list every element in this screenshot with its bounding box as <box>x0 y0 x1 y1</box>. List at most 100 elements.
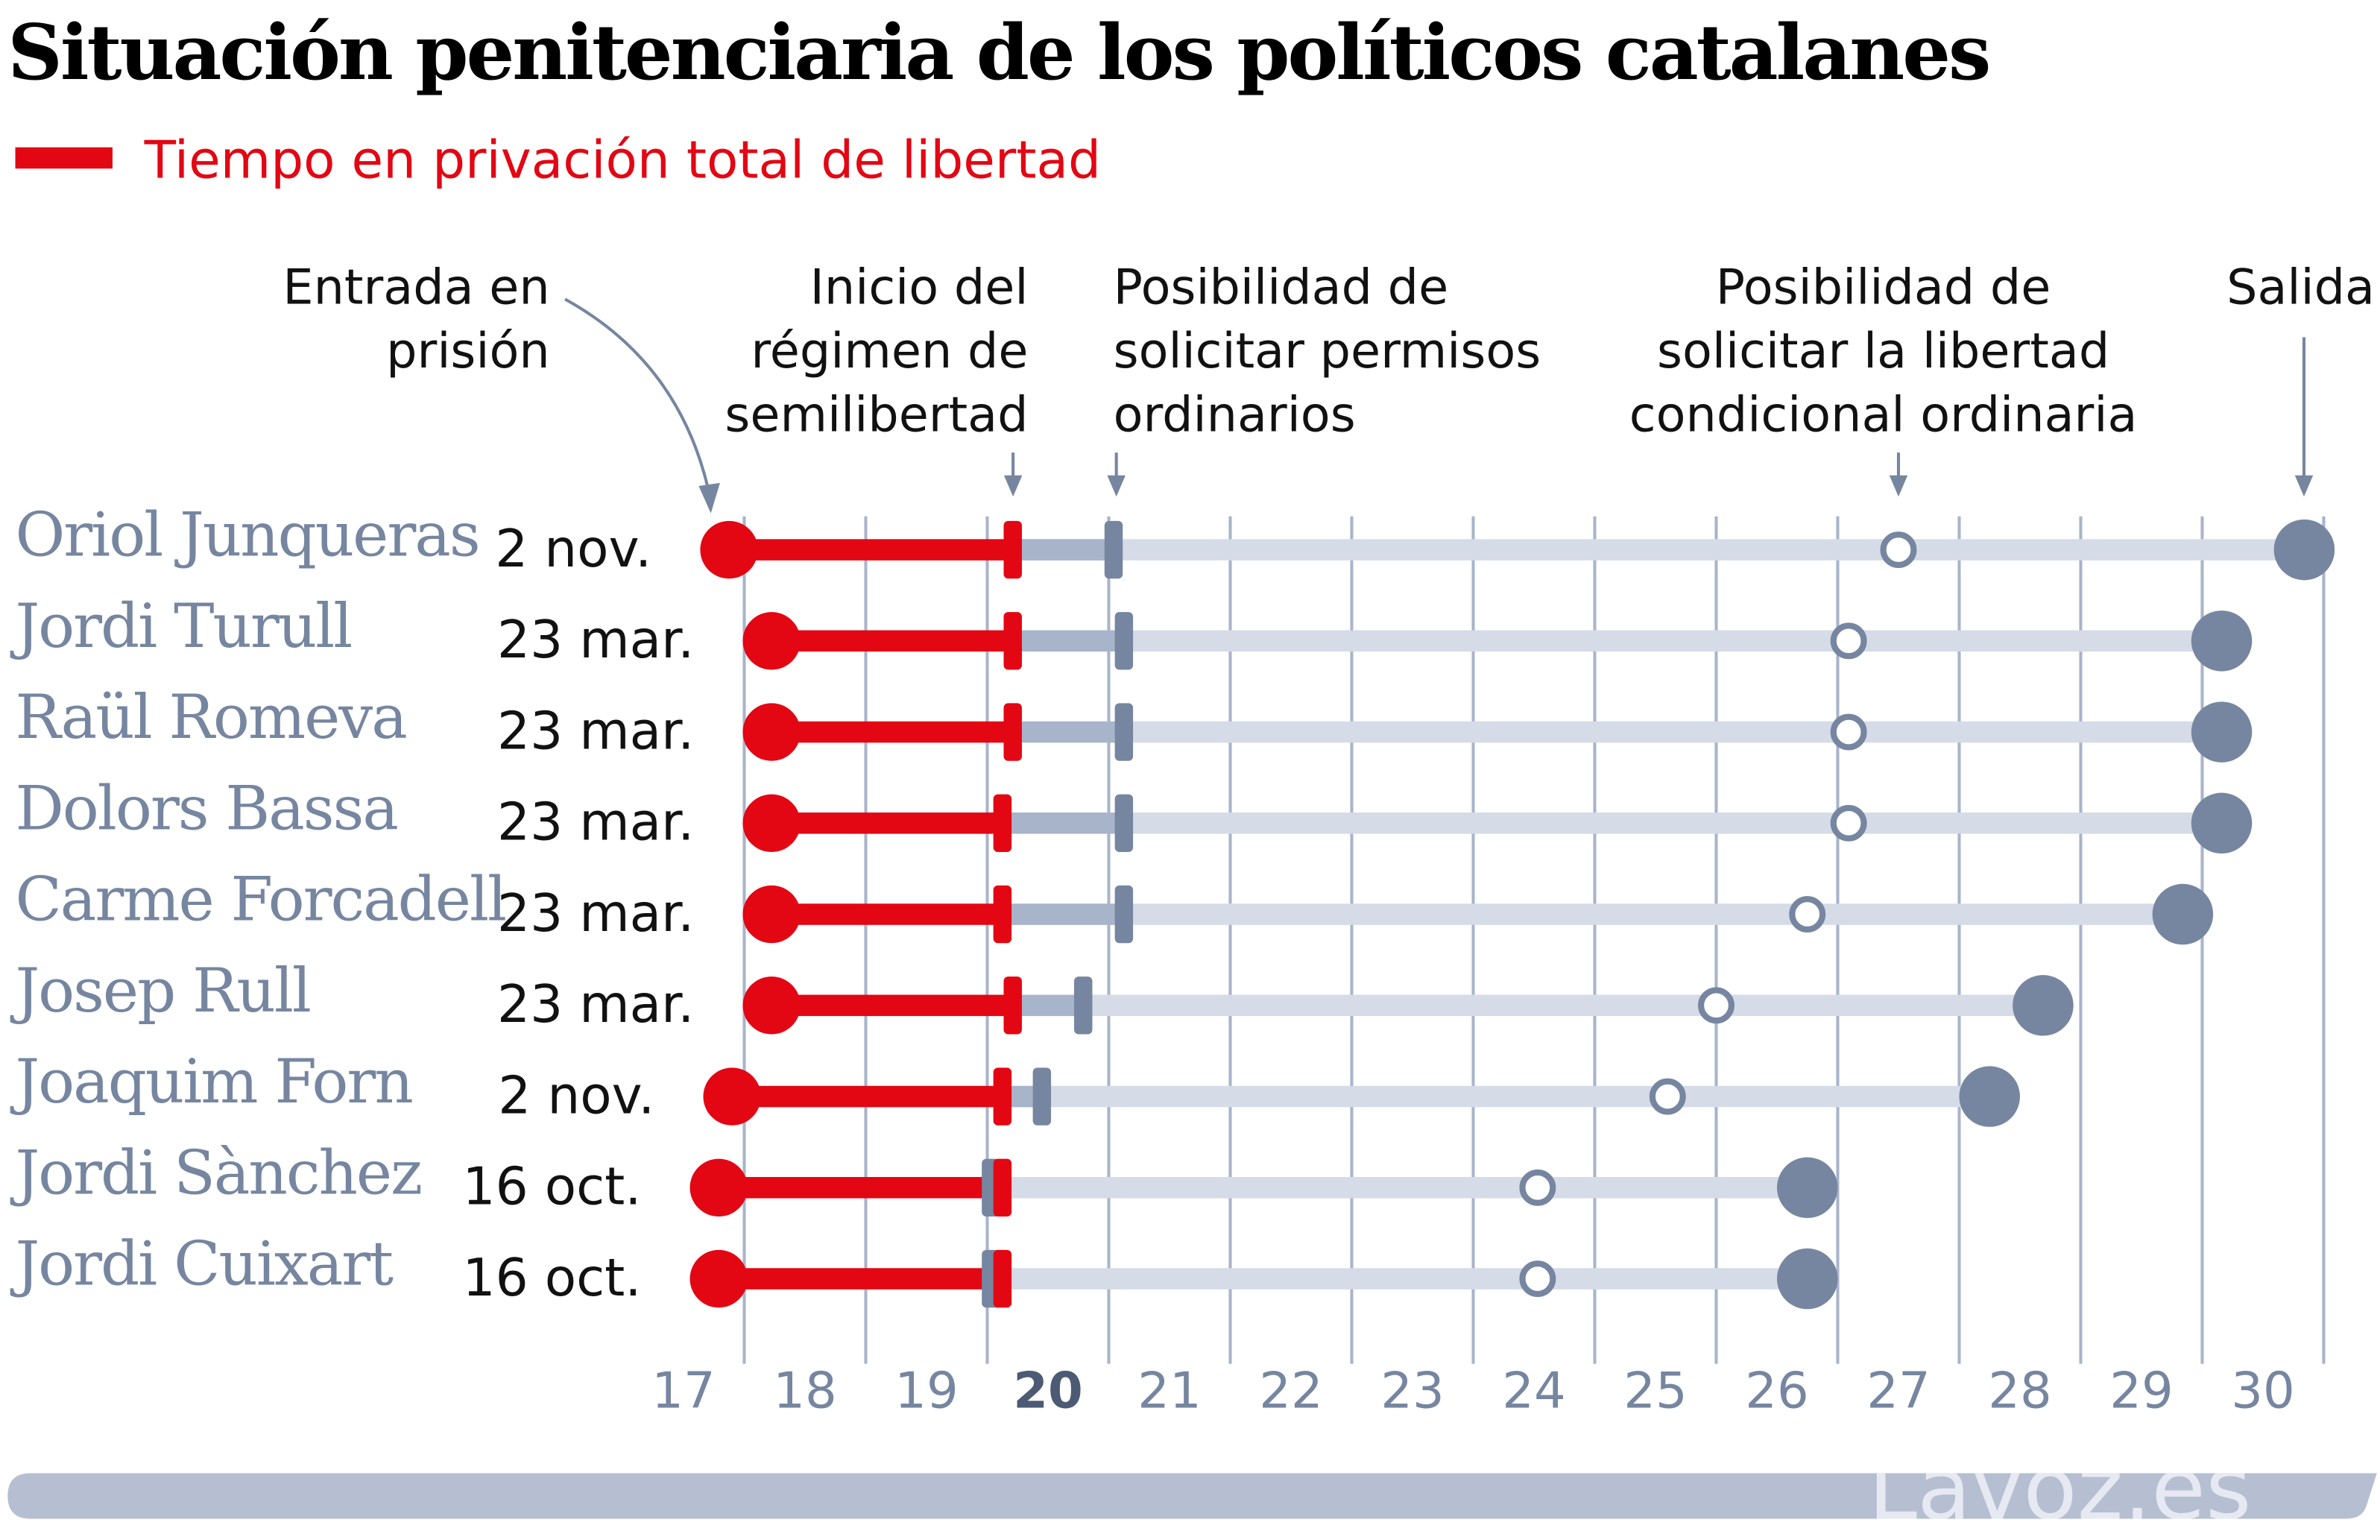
annotation-line: Entrada en <box>282 259 549 315</box>
semilibertad-marker <box>1003 520 1022 579</box>
semilibertad-bar <box>1012 994 1084 1017</box>
tick-label: 24 <box>1502 1362 1566 1420</box>
condicional-marker <box>1519 1169 1556 1206</box>
salida-dot <box>1959 1066 2020 1127</box>
semilibertad-marker <box>993 1158 1012 1217</box>
gridlines <box>742 516 2326 1364</box>
row-date: 23 mar. <box>497 884 694 944</box>
semilibertad-marker <box>993 794 1012 853</box>
tick-label: 22 <box>1259 1362 1323 1420</box>
row-josep-rull: Josep Rull 23 mar. <box>10 956 2074 1036</box>
entrada-dot <box>689 1158 748 1217</box>
annotation-semilibertad: Inicio del régimen de semilibertad <box>725 259 1029 497</box>
salida-dot <box>2013 975 2074 1036</box>
semilibertad-marker <box>1003 612 1022 670</box>
annotation-line: solicitar la libertad <box>1657 323 2109 379</box>
condicional-marker <box>1519 1260 1556 1298</box>
condicional-marker <box>1789 896 1826 933</box>
row-name: Josep Rull <box>10 956 310 1026</box>
row-name: Dolors Bassa <box>16 773 398 844</box>
track-bar <box>1002 1085 1990 1108</box>
track-bar <box>1002 903 2183 925</box>
semilibertad-marker <box>993 1249 1012 1308</box>
annotation-line: prisión <box>386 323 550 379</box>
track-bar <box>1012 994 2043 1017</box>
semilibertad-bar <box>1012 630 1124 652</box>
annotation-line: Posibilidad de <box>1716 259 2051 315</box>
salida-dot <box>2273 519 2335 581</box>
row-name: Jordi Sànchez <box>10 1137 421 1208</box>
salida-dot <box>1776 1248 1838 1310</box>
row-date: 23 mar. <box>497 793 694 853</box>
prison-bar <box>771 812 1003 834</box>
annotation-line: régimen de <box>751 323 1028 379</box>
entrada-dot <box>742 612 801 670</box>
tick-label: 25 <box>1623 1362 1688 1420</box>
row-jordi-turull: Jordi Turull 23 mar. <box>10 591 2253 672</box>
condicional-marker <box>1830 713 1867 751</box>
row-date: 2 nov. <box>498 1066 654 1126</box>
row-jordi-cuixart: Jordi Cuixart 16 oct. <box>10 1229 1838 1310</box>
row-name: Raül Romeva <box>16 682 407 753</box>
arrow-icon <box>564 297 713 502</box>
track-bar <box>1002 1268 1808 1290</box>
row-joaquim-forn: Joaquim Forn 2 nov. <box>10 1047 2020 1127</box>
semilibertad-marker <box>1003 703 1022 761</box>
annotation-line: condicional ordinaria <box>1629 387 2138 444</box>
condicional-marker <box>1880 531 1917 569</box>
permisos-marker <box>1114 885 1134 944</box>
tick-label: 29 <box>2109 1362 2174 1420</box>
prison-bar <box>771 630 1013 652</box>
entrada-dot <box>703 1067 761 1126</box>
row-name: Carme Forcadell <box>16 865 506 935</box>
track-bar <box>1012 721 2222 743</box>
annotation-line: solicitar permisos <box>1114 323 1541 379</box>
row-name: Jordi Cuixart <box>10 1229 394 1300</box>
permisos-marker <box>1114 703 1134 761</box>
row-name: Joaquim Forn <box>10 1047 413 1117</box>
salida-dot <box>1776 1157 1838 1219</box>
row-jordi-s-nchez: Jordi Sànchez 16 oct. <box>10 1137 1838 1219</box>
entrada-dot <box>742 976 801 1035</box>
semilibertad-marker <box>1003 976 1022 1035</box>
arrowhead-icon <box>1107 475 1126 497</box>
row-name: Oriol Junqueras <box>16 500 479 571</box>
annotation-line: Posibilidad de <box>1114 259 1449 315</box>
permisos-marker <box>1114 612 1134 670</box>
condicional-marker <box>1698 987 1735 1024</box>
row-ra-l-romeva: Raül Romeva 23 mar. <box>16 682 2253 763</box>
entrada-dot <box>742 794 801 853</box>
row-name: Jordi Turull <box>10 591 352 662</box>
semilibertad-bar <box>1012 539 1114 561</box>
arrowhead-icon <box>2294 475 2314 497</box>
salida-dot <box>2191 610 2253 672</box>
banner-shape <box>7 1473 2377 1519</box>
entrada-dot <box>689 1249 748 1308</box>
condicional-marker <box>1649 1078 1686 1115</box>
annotation-permisos: Posibilidad de solicitar permisos ordina… <box>1107 259 1541 497</box>
arrowhead-icon <box>1889 475 1908 497</box>
track-bar <box>1002 812 2222 834</box>
permisos-marker <box>1104 520 1123 579</box>
tick-label: 21 <box>1137 1362 1202 1420</box>
permisos-marker <box>1114 794 1134 853</box>
prison-bar <box>732 1085 1003 1108</box>
permisos-marker <box>1032 1067 1052 1126</box>
legend-label: Tiempo en privación total de libertad <box>144 130 1101 190</box>
row-date: 16 oct. <box>463 1158 642 1217</box>
salida-dot <box>2191 701 2253 763</box>
timeline-rows: Oriol Junqueras 2 nov. Jordi Turull 23 mar.… <box>10 500 2335 1310</box>
row-date: 23 mar. <box>497 701 694 761</box>
tick-label: 18 <box>773 1362 837 1420</box>
legend-swatch <box>15 147 113 169</box>
entrada-dot <box>742 703 801 761</box>
arrowhead-icon <box>1003 475 1023 497</box>
prison-bar <box>729 539 1013 561</box>
tick-label: 26 <box>1745 1362 1809 1420</box>
tick-label: 17 <box>651 1362 716 1420</box>
row-date: 2 nov. <box>495 520 651 579</box>
annotation-condicional: Posibilidad de solicitar la libertad con… <box>1629 259 2138 497</box>
permisos-marker <box>1074 976 1093 1035</box>
row-dolors-bassa: Dolors Bassa 23 mar. <box>16 773 2253 854</box>
